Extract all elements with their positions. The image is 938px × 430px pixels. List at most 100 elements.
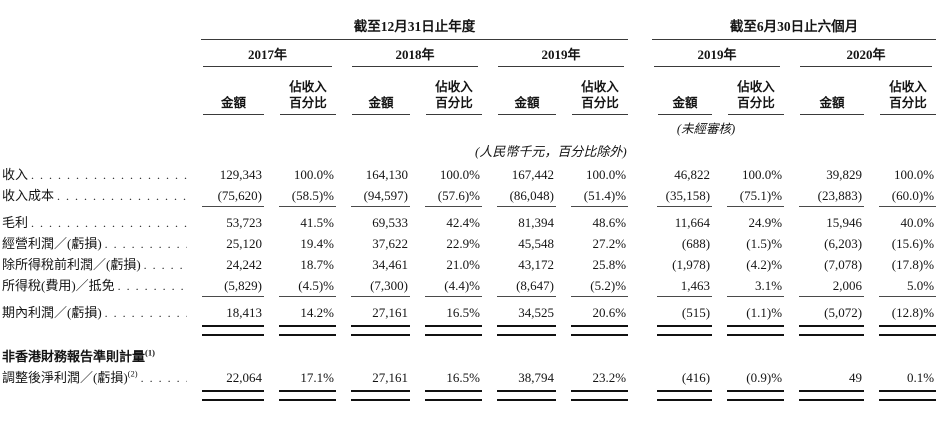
cell-percent: (1.5)%	[746, 236, 783, 251]
amount-column-header: 金額	[187, 67, 264, 115]
cell-percent: (5.2)%	[590, 278, 627, 293]
unit-note-row: (人民幣千元，百分比除外)	[2, 137, 936, 164]
cell-percent: 0.1%	[906, 370, 935, 385]
table-row: 收入 129,343 100.0% 164,130 100.0% 167,442 100.0…	[2, 164, 936, 185]
cell-amount: (23,883)	[817, 188, 863, 203]
leader-dots	[54, 189, 187, 204]
unit-note: (人民幣千元，百分比除外)	[475, 144, 627, 159]
cell-percent: 23.2%	[592, 370, 627, 385]
year-header-2019: 2019年	[482, 40, 628, 67]
cell-amount: 81,394	[518, 215, 554, 230]
cell-percent: (4.2)%	[746, 257, 783, 272]
double-rule-row	[2, 388, 937, 401]
amount-column-header: 金額	[628, 67, 713, 115]
annual-period-group-header: 截至12月31日止年度	[187, 8, 629, 40]
cell-amount: 1,463	[680, 278, 711, 293]
row-label: 期內利潤／(虧損)	[2, 302, 187, 323]
table-row: 調整後淨利潤／(虧損)(2) 22,064 17.1% 27,161 16.5% 38,7…	[2, 367, 936, 388]
year-header-2017: 2017年	[187, 40, 336, 67]
cell-percent: 5.0%	[906, 278, 935, 293]
cell-amount: 45,548	[518, 236, 554, 251]
cell-percent: 17.1%	[300, 370, 334, 385]
cell-amount: 15,946	[826, 215, 863, 230]
cell-amount: 49	[849, 370, 863, 385]
cell-amount: (6,203)	[824, 236, 863, 251]
cell-amount: 39,829	[826, 167, 863, 182]
cell-percent: 16.5%	[446, 305, 480, 320]
cell-amount: (94,597)	[363, 188, 408, 203]
cell-percent: (75.1)%	[739, 188, 783, 203]
period-group-header-row: 截至12月31日止年度 截至6月30日止六個月	[2, 8, 937, 40]
cell-percent: 41.5%	[300, 215, 334, 230]
cell-amount: 11,664	[674, 215, 711, 230]
cell-amount: 46,822	[674, 167, 711, 182]
cell-percent: 16.5%	[446, 370, 480, 385]
year-header-row: 2017年 2018年 2019年 2019年 2020年	[2, 40, 936, 67]
single-rule-row	[2, 206, 937, 212]
cell-percent: 100.0%	[585, 167, 627, 182]
percent-of-revenue-column-header: 佔收入 百分比	[264, 67, 336, 115]
cell-amount: (515)	[681, 305, 711, 320]
cell-amount: 37,622	[372, 236, 408, 251]
cell-amount: 34,461	[372, 257, 408, 272]
cell-percent: (17.8)%	[891, 257, 935, 272]
cell-amount: (8,647)	[516, 278, 554, 293]
cell-percent: 100.0%	[293, 167, 334, 182]
table-row: 收入成本 (75,620) (58.5)% (94,597) (57.6)% (86,04…	[2, 185, 936, 206]
cell-amount: 2,006	[832, 278, 863, 293]
leader-dots	[115, 279, 187, 294]
row-label: 除所得稅前利潤／(虧損)	[2, 254, 187, 275]
cell-amount: 53,723	[226, 215, 262, 230]
cell-amount: (416)	[681, 370, 711, 385]
row-label: 所得稅(費用)／抵免	[2, 275, 187, 296]
row-label: 收入成本	[2, 185, 187, 206]
cell-amount: 164,130	[365, 167, 408, 182]
row-label: 經營利潤／(虧損)	[2, 233, 187, 254]
cell-percent: 42.4%	[446, 215, 480, 230]
cell-percent: 100.0%	[741, 167, 783, 182]
cell-amount: (35,158)	[665, 188, 711, 203]
table-row: 期內利潤／(虧損) 18,413 14.2% 27,161 16.5% 34,525 20.…	[2, 302, 936, 323]
cell-amount: 22,064	[226, 370, 262, 385]
cell-percent: (15.6)%	[891, 236, 935, 251]
financial-summary-table: 截至12月31日止年度 截至6月30日止六個月 2017年 2018年 2019…	[2, 8, 937, 401]
cell-percent: (57.6)%	[437, 188, 480, 203]
table-row: 毛利 53,723 41.5% 69,533 42.4% 81,394 48.6% 11,66…	[2, 212, 936, 233]
cell-percent: (4.4)%	[444, 278, 480, 293]
cell-percent: 25.8%	[592, 257, 627, 272]
row-label: 毛利	[2, 212, 187, 233]
cell-percent: (12.8)%	[891, 305, 935, 320]
cell-amount: 129,343	[219, 167, 262, 182]
unaudited-note-row: (未經審核)	[2, 115, 936, 137]
leader-dots	[28, 216, 187, 231]
leader-dots	[102, 306, 187, 321]
year-header-2019-interim: 2019年	[628, 40, 784, 67]
cell-percent: (60.0)%	[891, 188, 935, 203]
cell-percent: 19.4%	[300, 236, 334, 251]
leader-dots	[102, 237, 187, 252]
cell-percent: 100.0%	[439, 167, 480, 182]
cell-percent: 48.6%	[592, 215, 627, 230]
leader-dots	[141, 258, 187, 273]
amount-column-header: 金額	[784, 67, 865, 115]
cell-amount: (7,078)	[824, 257, 863, 272]
cell-percent: (51.4)%	[583, 188, 627, 203]
percent-of-revenue-column-header: 佔收入 百分比	[864, 67, 937, 115]
unaudited-note: (未經審核)	[676, 122, 736, 136]
annual-period-title: 截至12月31日止年度	[201, 15, 629, 40]
cell-amount: 167,442	[511, 167, 554, 182]
amount-column-header: 金額	[336, 67, 410, 115]
cell-amount: 43,172	[518, 257, 554, 272]
cell-percent: 3.1%	[754, 278, 783, 293]
cell-percent: 18.7%	[300, 257, 334, 272]
cell-percent: 20.6%	[592, 305, 627, 320]
subcolumn-header-row: 金額 佔收入 百分比 金額 佔收入 百分比 金額 佔收入 百分比 金額 佔收入 百分比 金額 佔收入 百分比	[2, 67, 937, 115]
amount-column-header: 金額	[482, 67, 556, 115]
table-row: 經營利潤／(虧損) 25,120 19.4% 37,622 22.9% 45,548 27.…	[2, 233, 936, 254]
leader-dots	[138, 371, 187, 386]
row-label: 非香港財務報告準則計量(1)	[2, 347, 155, 364]
double-rule-row	[2, 323, 937, 336]
cell-amount: 25,120	[226, 236, 262, 251]
cell-amount: 27,161	[372, 370, 408, 385]
cell-percent: (4.5)%	[298, 278, 334, 293]
